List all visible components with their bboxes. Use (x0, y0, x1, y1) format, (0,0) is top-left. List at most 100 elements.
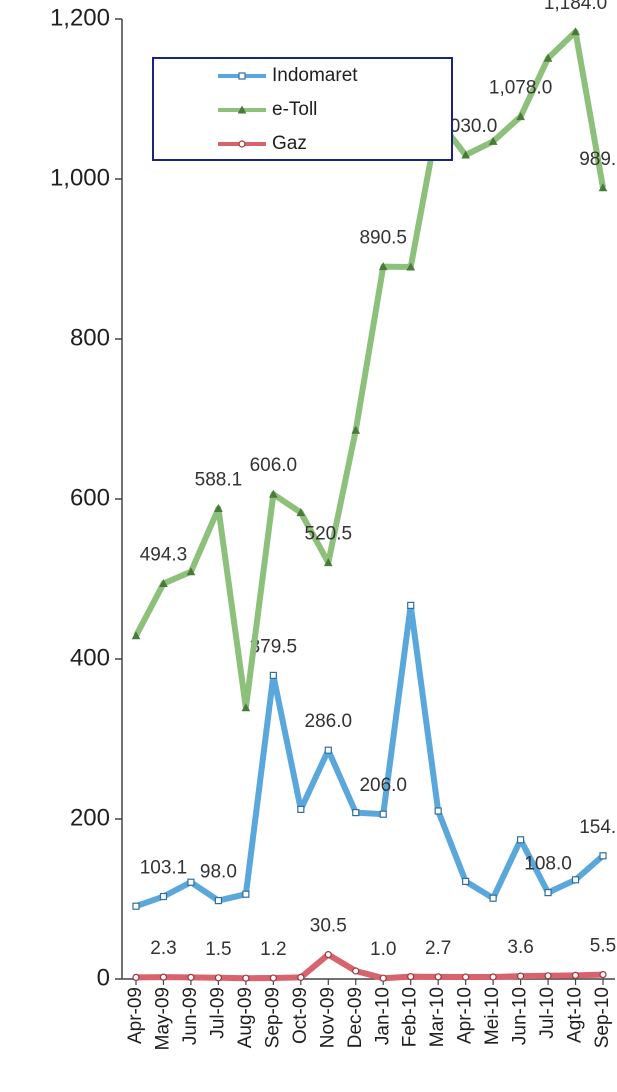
series-line (135, 602, 605, 910)
data-label: 989.0 (579, 149, 617, 170)
marker (544, 972, 552, 980)
x-tick-label: Nov-09 (317, 987, 338, 1048)
data-label: 1.2 (260, 939, 286, 960)
marker (489, 894, 497, 902)
marker (571, 27, 580, 36)
marker (434, 807, 442, 815)
marker (516, 112, 525, 121)
marker (407, 601, 415, 610)
marker (159, 973, 168, 981)
marker (544, 888, 552, 897)
data-label: 2.3 (150, 938, 176, 959)
y-tick-label: 1,200 (50, 4, 110, 31)
x-tick-label: Feb-10 (400, 987, 421, 1047)
marker (159, 579, 168, 588)
marker (406, 262, 416, 271)
data-label: 606.0 (250, 455, 298, 476)
marker (571, 971, 580, 980)
data-label: 379.5 (250, 636, 298, 657)
marker (132, 902, 140, 910)
y-tick-label: 200 (70, 804, 110, 831)
marker (187, 878, 195, 886)
x-tick-label: May-09 (152, 987, 173, 1050)
marker (516, 972, 525, 980)
marker (242, 974, 250, 982)
data-label: 2.7 (425, 938, 451, 959)
marker (238, 72, 246, 80)
data-label: 494.3 (140, 545, 188, 566)
marker (296, 508, 306, 517)
marker (598, 183, 608, 192)
data-label: 206.0 (359, 775, 407, 796)
marker (407, 972, 415, 981)
marker (187, 973, 195, 982)
legend-label: Gaz (272, 133, 307, 154)
data-label: 154.0 (579, 817, 617, 838)
legend: Indomaret e-Toll Gaz (152, 57, 453, 161)
marker (488, 136, 498, 145)
marker (323, 558, 333, 567)
x-tick-label: Mar-10 (427, 987, 448, 1047)
y-tick-label: 400 (70, 644, 110, 671)
marker (599, 970, 607, 979)
legend-box (152, 57, 453, 161)
marker (543, 53, 553, 62)
data-label: 1.0 (370, 939, 396, 960)
marker (352, 808, 360, 817)
x-tick-label: Jun-09 (180, 987, 201, 1045)
x-tick-label: Jul-09 (207, 987, 228, 1039)
marker (159, 892, 168, 901)
data-label: 30.5 (310, 916, 347, 937)
x-tick-label: Jul-10 (537, 987, 558, 1039)
data-label: 103.1 (140, 858, 188, 879)
marker (269, 974, 277, 982)
marker (238, 140, 246, 148)
x-tick-label: Mei-10 (482, 987, 503, 1045)
x-tick-label: Sep-09 (262, 987, 283, 1048)
marker (379, 810, 387, 818)
marker (434, 973, 442, 981)
data-label: 3.6 (507, 937, 533, 958)
x-tick-label: Sep-10 (592, 987, 613, 1048)
series-line (133, 28, 606, 711)
data-label: 1.5 (205, 939, 231, 960)
data-label: 286.0 (305, 711, 353, 732)
marker (378, 262, 388, 271)
marker (516, 836, 525, 844)
x-tick-label: Dec-09 (345, 987, 366, 1048)
marker (269, 671, 277, 680)
marker (462, 973, 470, 981)
data-label: 108.0 (524, 854, 572, 875)
marker (242, 890, 250, 898)
marker (132, 973, 140, 982)
data-label: 588.1 (195, 470, 243, 491)
data-label: 520.5 (305, 524, 353, 545)
marker (131, 631, 141, 640)
series-line (135, 951, 604, 982)
marker (571, 876, 580, 884)
marker (214, 503, 223, 513)
marker (237, 105, 247, 114)
data-label: 1,184.0 (544, 0, 607, 14)
marker (462, 877, 470, 886)
marker (241, 703, 251, 712)
x-tick-label: Aug-09 (235, 987, 256, 1048)
data-label: 5.5 (590, 936, 616, 957)
marker (351, 425, 361, 434)
marker (297, 805, 305, 814)
x-tick-label: Jun-10 (510, 987, 531, 1045)
marker (186, 567, 196, 576)
legend-label: e-Toll (272, 99, 317, 120)
data-label: 98.0 (200, 862, 237, 883)
y-tick-label: 600 (70, 484, 110, 511)
x-tick-label: Apr-10 (455, 987, 476, 1044)
marker (297, 973, 305, 982)
marker (599, 852, 607, 860)
legend-label: Indomaret (272, 65, 358, 86)
x-tick-label: Jan-10 (372, 987, 393, 1045)
marker (489, 973, 497, 981)
marker (324, 746, 332, 754)
x-tick-label: Apr-09 (125, 987, 146, 1044)
marker (269, 489, 278, 498)
